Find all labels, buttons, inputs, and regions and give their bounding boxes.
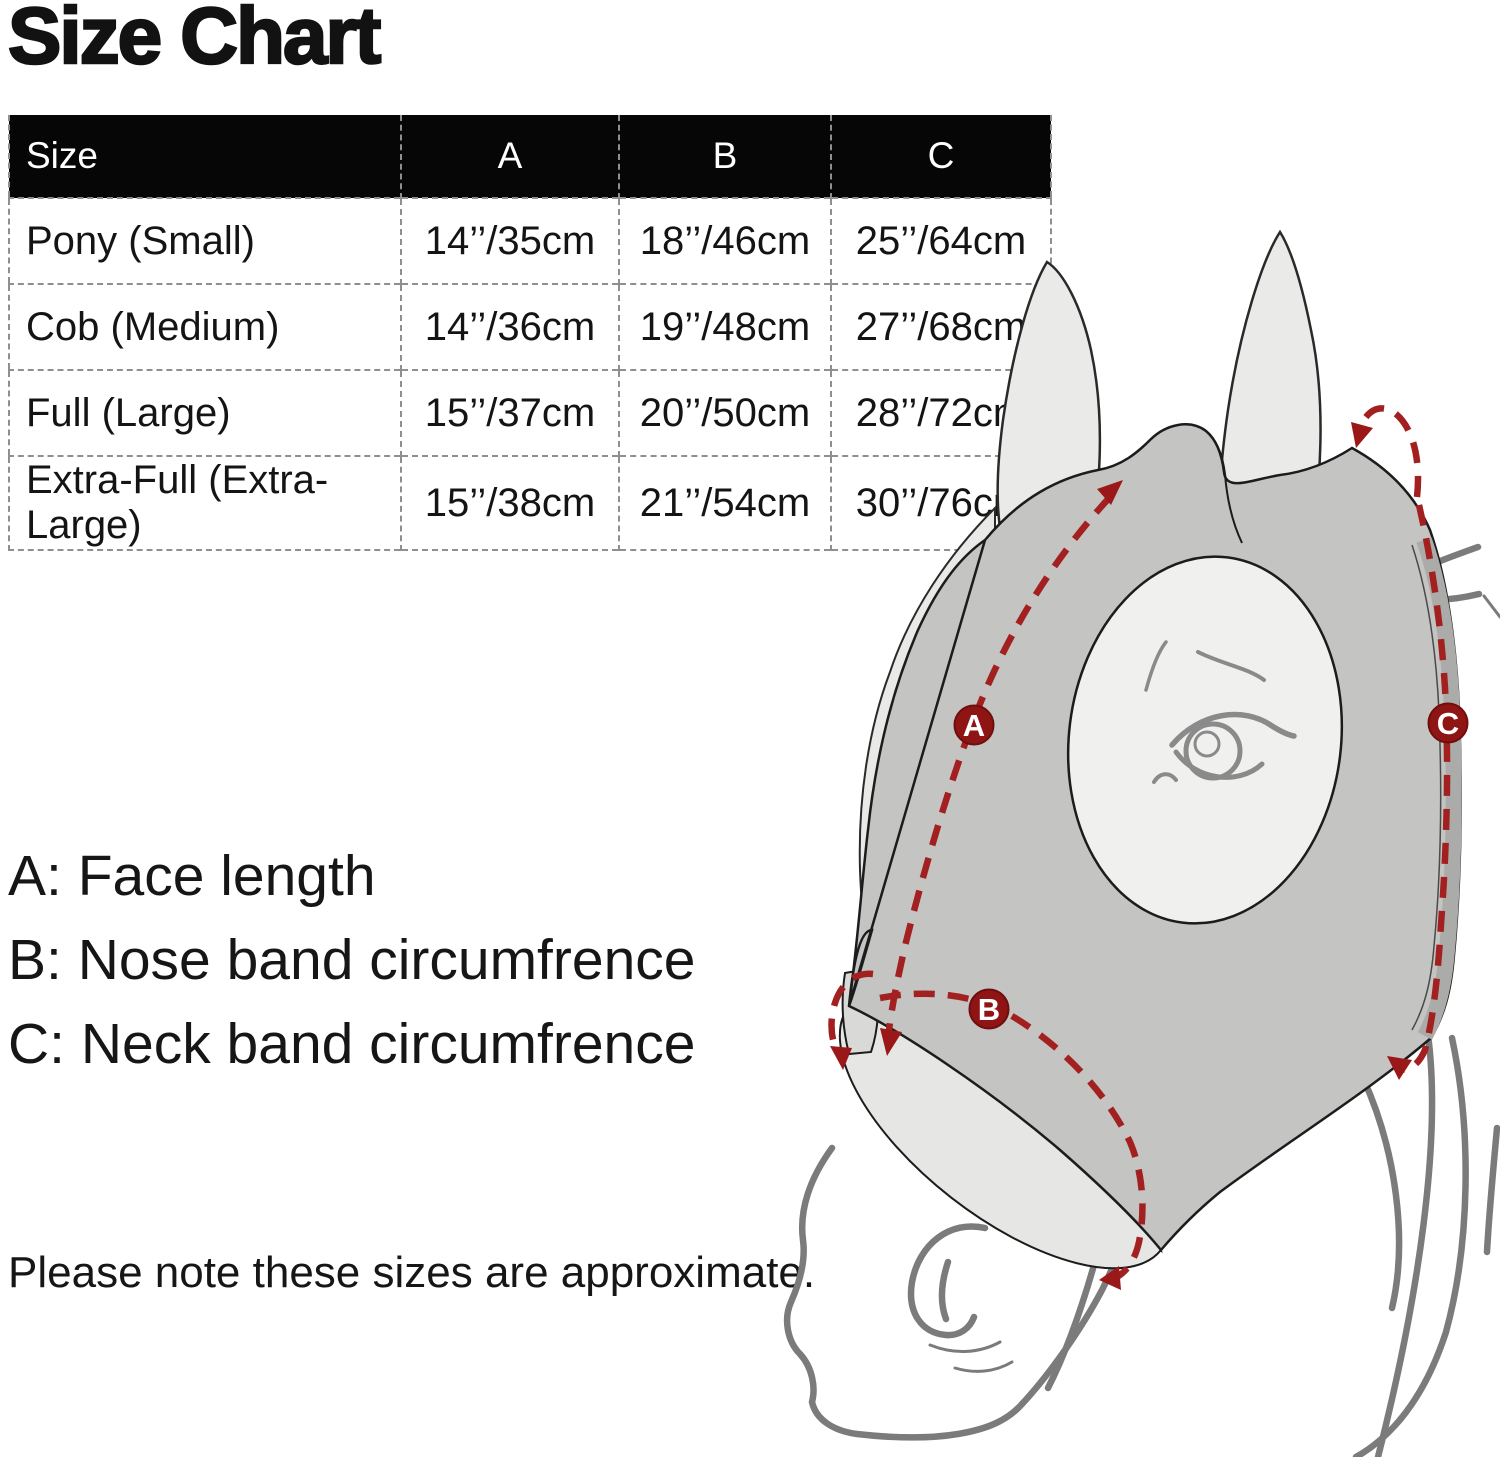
neck-sketch-lines [1352, 543, 1500, 1457]
ear-hole-rim [1205, 430, 1243, 544]
size-name-cell: Pony (Small) [9, 197, 402, 284]
marker-a-label: A [963, 708, 985, 743]
mask-back-edge-line [1411, 544, 1442, 1031]
column-header-c: C [831, 115, 1051, 198]
eye-sketch [1144, 640, 1297, 784]
horse-fly-mask-illustration: A B C [783, 229, 1500, 1457]
measure-a-cell: 14’’/35cm [401, 197, 620, 284]
marker-c-circle [1427, 702, 1469, 744]
mask-back-edge-strip [1416, 537, 1462, 1040]
approximate-note: Please note these sizes are approximate. [8, 1248, 816, 1297]
measurement-markers: A B C [953, 702, 1469, 1030]
arrowhead-a-bottom [880, 1028, 902, 1056]
measure-c-cell: 25’’/64cm [831, 197, 1051, 284]
column-header-a: A [401, 115, 620, 198]
measure-line-b [879, 990, 1146, 1280]
measurement-legend: A: Face length B: Nose band circumfrence… [8, 834, 695, 1086]
arrowhead-b [1099, 1266, 1121, 1290]
arrowhead-c-bottom [1387, 1056, 1412, 1080]
table-header-row: Size A B C [9, 115, 1051, 198]
measure-line-c [1394, 504, 1451, 1073]
strap-loop [828, 970, 874, 1057]
size-table: Size A B C Pony (Small) 14’’/35cm 18’’/4… [8, 115, 1052, 551]
measure-b-cell: 21’’/54cm [619, 455, 832, 550]
measure-b-cell: 20’’/50cm [619, 369, 832, 456]
legend-line-a: A: Face length [8, 844, 376, 908]
column-header-b: B [619, 115, 832, 198]
arrowhead-a-top [1097, 480, 1123, 505]
measure-b-cell: 19’’/48cm [619, 283, 832, 370]
column-header-size: Size [9, 115, 402, 198]
measure-a-cell: 14’’/36cm [401, 283, 620, 370]
page-title: Size Chart [7, 0, 383, 81]
marker-a-circle [953, 704, 995, 746]
nostril-outline [907, 1223, 989, 1339]
legend-line-c: C: Neck band circumfrence [8, 1012, 696, 1076]
measure-b-cell: 18’’/46cm [619, 197, 832, 284]
table-row-pony: Pony (Small) 14’’/35cm 18’’/46cm 25’’/64… [9, 197, 1051, 284]
arrowhead-c-top [1351, 422, 1373, 448]
marker-b-label: B [978, 992, 1000, 1027]
size-name-cell: Extra-Full (Extra-Large) [9, 455, 402, 550]
marker-c-label: C [1437, 706, 1459, 741]
size-name-cell: Cob (Medium) [9, 283, 402, 370]
measure-a-cell: 15’’/38cm [401, 455, 620, 550]
eye-hole [1066, 555, 1344, 925]
marker-b-circle [968, 988, 1010, 1030]
measure-a-cell: 15’’/37cm [401, 369, 620, 456]
size-name-cell: Full (Large) [9, 369, 402, 456]
legend-line-b: B: Nose band circumfrence [8, 928, 696, 992]
table-row-cob: Cob (Medium) 14’’/36cm 19’’/48cm 27’’/68… [9, 283, 1051, 370]
arrowhead-strap-loop [830, 1046, 852, 1070]
measure-line-a [885, 494, 1113, 1031]
measurement-arrowheads [830, 422, 1412, 1290]
measure-loop-c-top [1355, 405, 1422, 498]
measurement-dashed-lines [828, 405, 1451, 1280]
